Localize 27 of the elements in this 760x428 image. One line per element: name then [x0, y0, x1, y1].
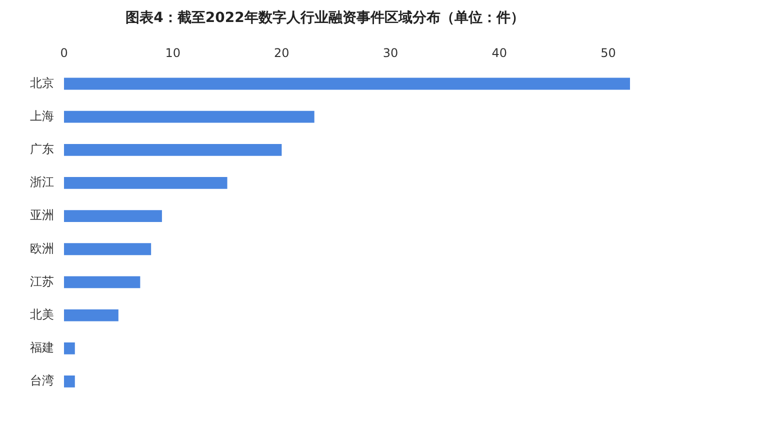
bar — [64, 376, 75, 388]
y-tick-label: 台湾 — [30, 374, 54, 388]
bar — [64, 110, 314, 123]
x-tick-label: 40 — [492, 46, 508, 60]
bar — [64, 342, 75, 354]
y-tick-label: 北美 — [30, 307, 54, 322]
y-tick-label: 上海 — [30, 108, 54, 123]
bar — [64, 177, 228, 189]
y-tick-label: 广东 — [30, 142, 54, 156]
bar — [64, 243, 152, 256]
y-tick-label: 欧洲 — [30, 241, 54, 256]
x-tick-label: 10 — [165, 46, 180, 60]
x-tick-label: 20 — [274, 46, 290, 60]
bar — [64, 210, 162, 222]
y-tick-label: 江苏 — [30, 274, 54, 288]
y-tick-label: 北京 — [30, 76, 54, 90]
bar — [64, 144, 282, 156]
bar — [64, 276, 140, 288]
chart-title: 图表4：截至2022年数字人行业融资事件区域分布（单位：件） — [126, 9, 524, 26]
y-tick-label: 亚洲 — [30, 208, 54, 222]
x-tick-label: 30 — [382, 46, 398, 60]
bar — [64, 309, 118, 322]
y-tick-label: 福建 — [30, 340, 54, 355]
x-tick-label: 0 — [60, 46, 68, 60]
y-tick-label: 浙江 — [30, 175, 54, 190]
bar — [64, 78, 630, 90]
x-tick-label: 50 — [600, 46, 616, 60]
